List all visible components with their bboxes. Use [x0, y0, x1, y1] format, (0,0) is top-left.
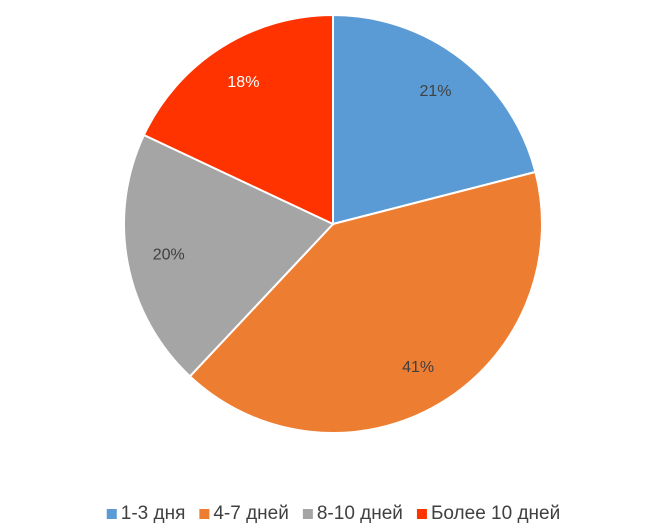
legend-swatch — [302, 509, 313, 519]
legend-swatch — [199, 509, 210, 519]
pie-slice — [123, 133, 335, 378]
pie-slice — [142, 13, 334, 226]
legend-label: 8-10 дней — [317, 503, 403, 524]
data-label: 18% — [227, 74, 259, 91]
pie-slice — [332, 13, 537, 226]
legend-label: 4-7 дней — [213, 503, 289, 524]
legend-swatch — [416, 509, 427, 519]
legend-label: 1-3 дня — [121, 503, 186, 524]
pie-slice — [188, 170, 543, 434]
data-label: 41% — [402, 359, 434, 376]
data-label: 20% — [153, 247, 185, 264]
legend-swatch — [106, 509, 117, 519]
data-label: 21% — [419, 83, 451, 100]
legend-label: Более 10 дней — [431, 503, 560, 524]
